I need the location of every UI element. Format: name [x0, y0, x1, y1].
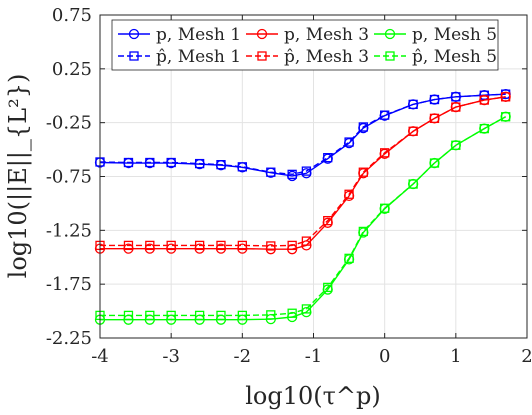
x-tick-label: -2: [234, 346, 252, 367]
data-point: [287, 169, 297, 179]
data-point: [266, 167, 276, 177]
y-axis-label: log10(||E||_{L²}): [4, 74, 33, 279]
data-point: [216, 240, 226, 251]
series-line: [99, 93, 506, 176]
data-point: [194, 240, 205, 251]
series-line: [100, 96, 506, 247]
x-ticks: -4 -3 -2 -1 0 1 2: [91, 15, 532, 367]
data-point: [358, 226, 368, 237]
legend-marker: [385, 51, 395, 61]
data-point: [166, 310, 176, 321]
data-point: [301, 166, 312, 176]
data-point: [194, 158, 205, 169]
data-point: [358, 167, 368, 177]
data-point: [323, 282, 333, 293]
data-point: [323, 153, 333, 163]
y-tick-label: -2.25: [46, 328, 92, 349]
data-point: [500, 112, 511, 122]
x-tick-label: -1: [305, 346, 323, 367]
data-point: [451, 140, 461, 150]
data-point: [145, 310, 155, 321]
x-tick-label: 0: [379, 346, 390, 367]
legend-label: p, Mesh 3: [284, 25, 369, 45]
legend-marker: [257, 51, 267, 61]
legend-marker: [384, 28, 396, 40]
legend: p, Mesh 1 p, Mesh 3 p, Mesh 5 p̂, Mesh 1 p̂,…: [111, 19, 499, 71]
legend-marker: [129, 51, 139, 61]
x-tick-label: 1: [450, 346, 461, 367]
legend-item: p̂, Mesh 5: [374, 47, 497, 67]
data-point: [194, 310, 205, 321]
x-tick-label: 2: [521, 346, 532, 367]
data-point: [408, 179, 418, 189]
legend-label: p, Mesh 1: [156, 25, 241, 45]
data-point: [123, 310, 134, 321]
legend-marker: [256, 28, 268, 40]
data-point: [408, 99, 418, 110]
data-point: [408, 126, 418, 136]
data-point: [123, 240, 134, 251]
y-ticks: -2.25 -1.75 -1.25 -0.75 -0.25 0.25 0.75: [46, 5, 527, 349]
data-point: [301, 236, 312, 246]
legend-item: p, Mesh 5: [374, 25, 497, 45]
series-line: [100, 116, 506, 317]
data-point: [123, 157, 134, 168]
legend-label: p̂, Mesh 5: [412, 47, 497, 67]
legend-label: p, Mesh 5: [412, 25, 497, 45]
legend-item: p̂, Mesh 3: [246, 47, 369, 67]
data-point: [380, 203, 390, 213]
data-point: [287, 240, 297, 251]
data-point: [237, 240, 247, 251]
data-point: [145, 157, 155, 168]
data-point: [145, 240, 155, 251]
data-point: [500, 92, 511, 102]
data-point: [216, 160, 226, 170]
data-point: [429, 113, 440, 124]
data-point: [166, 157, 176, 168]
data-point: [287, 308, 297, 318]
y-tick-label: -1.25: [46, 220, 92, 241]
data-point: [301, 304, 312, 314]
x-tick-label: -4: [91, 346, 109, 367]
y-tick-label: -0.25: [46, 113, 92, 134]
data-point: [323, 215, 333, 226]
data-point: [479, 123, 489, 134]
data-point: [237, 310, 247, 321]
legend-label: p̂, Mesh 3: [284, 47, 369, 67]
x-axis-label: log10(τ^p): [245, 382, 381, 410]
data-point: [237, 162, 247, 172]
data-point: [166, 240, 176, 251]
data-point: [266, 241, 276, 251]
data-point: [344, 253, 354, 263]
series-6: [95, 112, 511, 321]
legend-marker: [128, 28, 140, 40]
data-point: [429, 94, 440, 105]
data-point: [380, 110, 390, 120]
y-tick-label: 0.25: [52, 59, 92, 80]
data-point: [358, 122, 368, 132]
y-tick-label: 0.75: [52, 5, 92, 26]
x-tick-label: -3: [162, 346, 180, 367]
data-point: [479, 90, 489, 100]
legend-box: [111, 19, 499, 71]
legend-item: p̂, Mesh 1: [118, 47, 241, 67]
data-point: [344, 137, 354, 147]
y-tick-label: -0.75: [46, 167, 92, 188]
data-point: [479, 95, 489, 105]
data-point: [451, 92, 461, 102]
data-point: [216, 310, 226, 321]
data-point: [266, 310, 276, 320]
legend-label: p̂, Mesh 1: [156, 47, 241, 67]
data-point: [380, 148, 390, 158]
y-tick-label: -1.75: [46, 274, 92, 295]
legend-item: p, Mesh 3: [246, 25, 369, 45]
data-point: [429, 158, 440, 168]
series-4: [95, 92, 511, 251]
data-point: [451, 102, 461, 112]
legend-item: p, Mesh 1: [118, 25, 241, 45]
data-point: [344, 189, 354, 199]
